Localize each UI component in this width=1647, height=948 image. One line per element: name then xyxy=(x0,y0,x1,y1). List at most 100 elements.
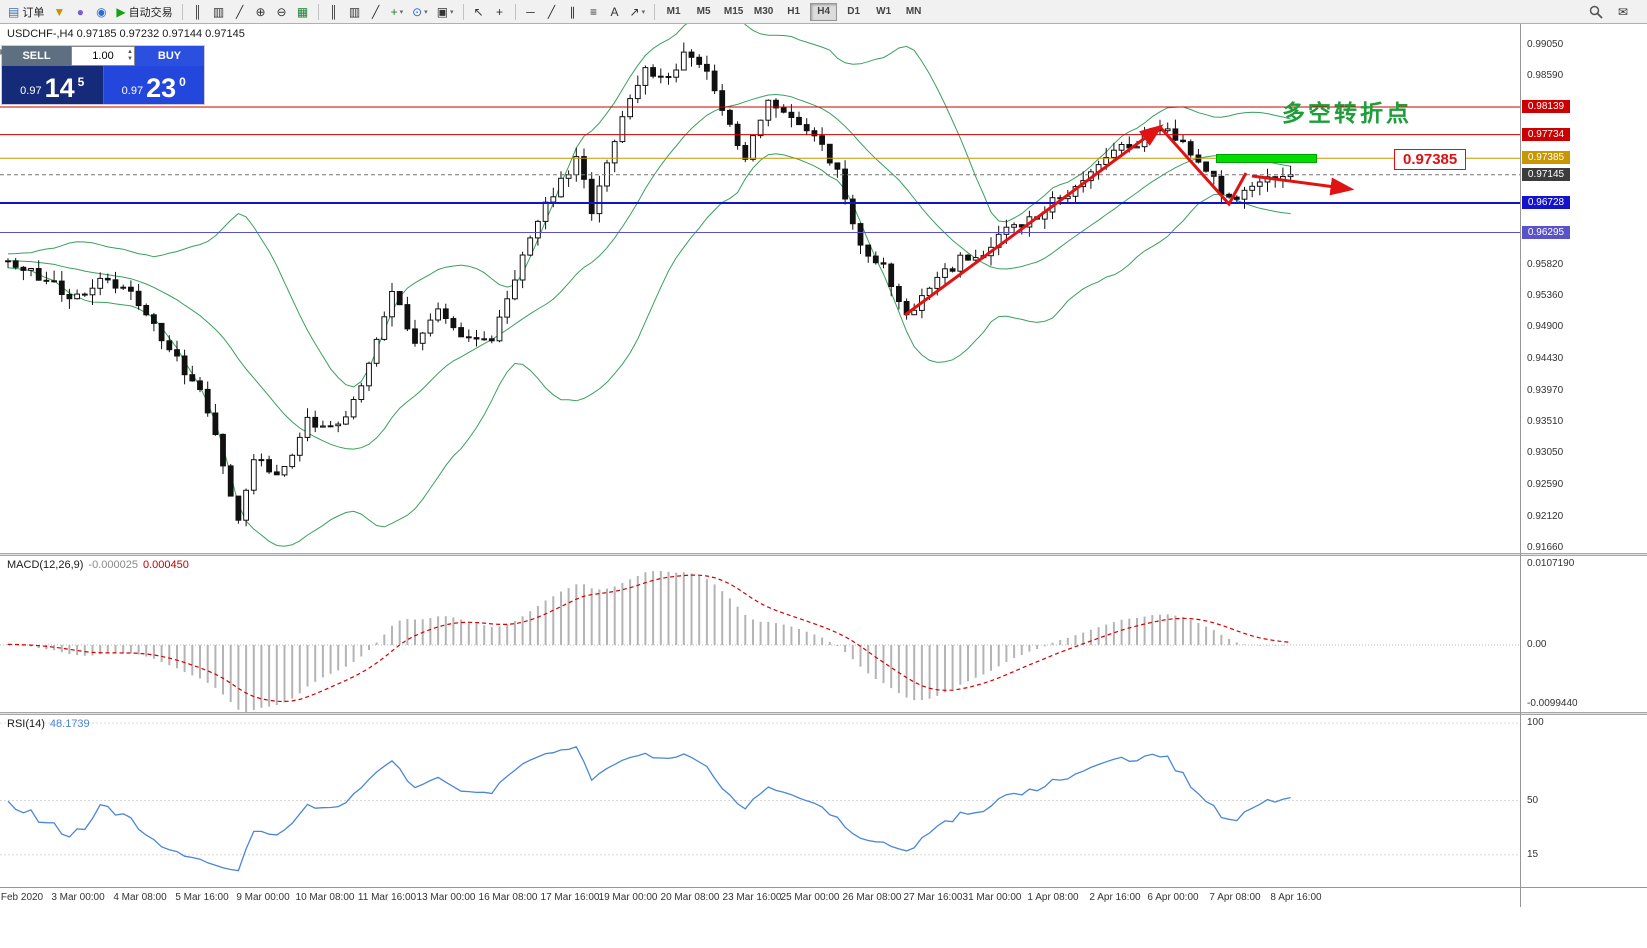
arrows-tool-glyph: ↗ xyxy=(629,4,640,19)
price-flag-label: 0.97385 xyxy=(1394,149,1467,170)
sell-label: SELL xyxy=(22,50,51,62)
price-tick: 0.92590 xyxy=(1527,479,1564,490)
hline-tool-button[interactable]: ─ xyxy=(521,2,541,22)
timeframe-d1-button[interactable]: D1 xyxy=(847,6,861,17)
new-order-glyph: ▤ xyxy=(8,4,20,19)
price-tick: 0.95360 xyxy=(1527,290,1564,301)
chart-line-button[interactable]: ╱ xyxy=(366,2,386,22)
timeframe-m1-button[interactable]: M1 xyxy=(666,6,681,17)
date-label: 16 Mar 08:00 xyxy=(478,892,538,903)
bar-chart-icon[interactable]: ║ xyxy=(188,2,208,22)
search-icon[interactable] xyxy=(1585,2,1607,22)
sell-price-button[interactable]: 0.97 14 5 xyxy=(2,66,103,104)
zoom-out-icon-glyph: ⊖ xyxy=(276,4,287,19)
dropdown-caret-icon: ▾ xyxy=(424,8,428,16)
timeframe-m15-button[interactable]: M15 xyxy=(723,6,744,17)
timeframe-h4-button[interactable]: H4 xyxy=(810,2,838,21)
rsi-panel-canvas[interactable] xyxy=(0,715,1647,887)
rsi-axis-label: 50 xyxy=(1527,795,1539,806)
line-chart-icon-glyph: ╱ xyxy=(235,4,244,19)
date-label: 20 Mar 08:00 xyxy=(660,892,720,903)
price-tick: 0.91660 xyxy=(1527,542,1564,553)
volume-spinner[interactable]: ▲ ▼ xyxy=(127,49,133,62)
autotrading-button[interactable]: ▶ 自动交易 xyxy=(112,2,176,22)
date-label: 8 Apr 16:00 xyxy=(1270,892,1322,903)
zoom-out-icon[interactable]: ⊖ xyxy=(272,2,292,22)
time-axis[interactable]: Feb 2020 3 Mar 00:00 4 Mar 08:00 5 Mar 16:0… xyxy=(0,887,1647,907)
candlestick-chart-icon-glyph: ▥ xyxy=(212,4,225,19)
arrows-tool-button[interactable]: ↗ ▾ xyxy=(626,2,650,22)
date-label: 19 Mar 00:00 xyxy=(598,892,658,903)
price-tick: 0.92120 xyxy=(1527,511,1564,522)
buy-price-button[interactable]: 0.97 23 0 xyxy=(102,66,204,104)
macd-name: MACD(12,26,9) xyxy=(7,559,84,571)
date-label: 13 Mar 00:00 xyxy=(416,892,476,903)
rsi-name: RSI(14) xyxy=(7,718,45,730)
price-tick: 0.93510 xyxy=(1527,416,1564,427)
add-indicator-button[interactable]: + ▾ xyxy=(387,2,408,22)
date-label: 4 Mar 08:00 xyxy=(113,892,167,903)
toolbar-separator xyxy=(317,3,319,20)
trendline-tool-button[interactable]: ╱ xyxy=(542,2,562,22)
line-chart-icon[interactable]: ╱ xyxy=(230,2,250,22)
date-label: 31 Mar 00:00 xyxy=(962,892,1022,903)
buy-price-main: 23 xyxy=(146,73,177,103)
chart-bars-button[interactable]: ║ xyxy=(324,2,344,22)
sell-button[interactable]: SELL xyxy=(2,46,71,66)
refresh-icon[interactable]: ◉ xyxy=(91,2,111,22)
buy-price-prefix: 0.97 xyxy=(121,85,144,97)
timeframe-w1-button[interactable]: W1 xyxy=(876,6,892,17)
panel-separator[interactable] xyxy=(0,553,1647,556)
rsi-axis[interactable]: 100 50 15 xyxy=(1521,715,1647,887)
periods-glyph: ⊙ xyxy=(412,4,423,19)
rsi-value: 48.1739 xyxy=(49,718,90,730)
panel-separator[interactable] xyxy=(0,712,1647,715)
one-click-trading-panel: SELL 1.00 ▲ ▼ BUY 0.97 14 5 0.97 23 0 xyxy=(2,46,204,104)
zoom-in-icon[interactable]: ⊕ xyxy=(251,2,271,22)
timeframe-m30-button[interactable]: M30 xyxy=(753,6,774,17)
macd-axis[interactable]: 0.0107190 0.00 -0.0099440 xyxy=(1521,556,1647,712)
date-label: 23 Mar 16:00 xyxy=(722,892,782,903)
channel-tool-button[interactable]: ∥ xyxy=(563,2,583,22)
tile-windows-icon[interactable]: ▦ xyxy=(293,2,313,22)
dropdown-caret-icon: ▾ xyxy=(399,8,404,16)
toolbar-button-group: ▤ 订单 ▼ ● ◉ ▶ 自动交易 ║ ▥ ╱ ⊕ ⊖ ▦ ║ ▥ ╱ + ▾ ⊙ ▾ ▣ ▾ ↖ + ─ ╱ ∥ ≡ A ↗ ▾ xyxy=(4,2,659,22)
macd-panel-canvas[interactable] xyxy=(0,556,1647,712)
dropdown-caret-icon: ▾ xyxy=(450,8,454,16)
channel-tool-glyph: ∥ xyxy=(569,4,576,19)
templates-button[interactable]: ▣ ▾ xyxy=(433,2,458,22)
buy-button[interactable]: BUY xyxy=(135,46,204,66)
autotrading-glyph: ▶ xyxy=(116,4,126,19)
crosshair-button[interactable]: + xyxy=(490,2,510,22)
date-label: 5 Mar 16:00 xyxy=(175,892,229,903)
toolbar-separator xyxy=(654,3,656,20)
crosshair-glyph: + xyxy=(496,4,504,19)
buy-price-sup: 0 xyxy=(179,75,186,89)
chart-candles-button[interactable]: ▥ xyxy=(345,2,365,22)
main-chart-canvas[interactable] xyxy=(0,24,1647,554)
highlight-rectangle xyxy=(1216,154,1317,163)
add-indicator-glyph: + xyxy=(390,4,398,19)
date-label: 3 Mar 00:00 xyxy=(51,892,105,903)
text-tool-button[interactable]: A xyxy=(605,2,625,22)
new-order-button[interactable]: ▤ 订单 xyxy=(4,2,48,22)
candlestick-chart-icon[interactable]: ▥ xyxy=(209,2,229,22)
rsi-axis-label: 15 xyxy=(1527,849,1539,860)
chat-icon[interactable]: ✉ xyxy=(1613,2,1633,22)
timeframe-m5-button[interactable]: M5 xyxy=(696,6,711,17)
timeframe-h1-button[interactable]: H1 xyxy=(787,6,801,17)
fibonacci-tool-button[interactable]: ≡ xyxy=(584,2,604,22)
cursor-button[interactable]: ↖ xyxy=(469,2,489,22)
depth-of-market-icon[interactable]: ▼ xyxy=(49,2,69,22)
date-label: Feb 2020 xyxy=(0,892,44,903)
accounts-icon[interactable]: ● xyxy=(70,2,90,22)
chart-line-glyph: ╱ xyxy=(371,4,380,19)
timeframe-mn-button[interactable]: MN xyxy=(905,6,922,17)
periods-button[interactable]: ⊙ ▾ xyxy=(408,2,432,22)
volume-input[interactable]: 1.00 ▲ ▼ xyxy=(71,46,135,66)
sell-price-prefix: 0.97 xyxy=(20,85,42,97)
date-label: 1 Apr 08:00 xyxy=(1027,892,1079,903)
price-axis[interactable]: 0.990500.985900.976700.958200.953600.949… xyxy=(1521,24,1647,554)
refresh-icon-glyph: ◉ xyxy=(96,4,107,19)
sell-price-main: 14 xyxy=(44,73,75,103)
